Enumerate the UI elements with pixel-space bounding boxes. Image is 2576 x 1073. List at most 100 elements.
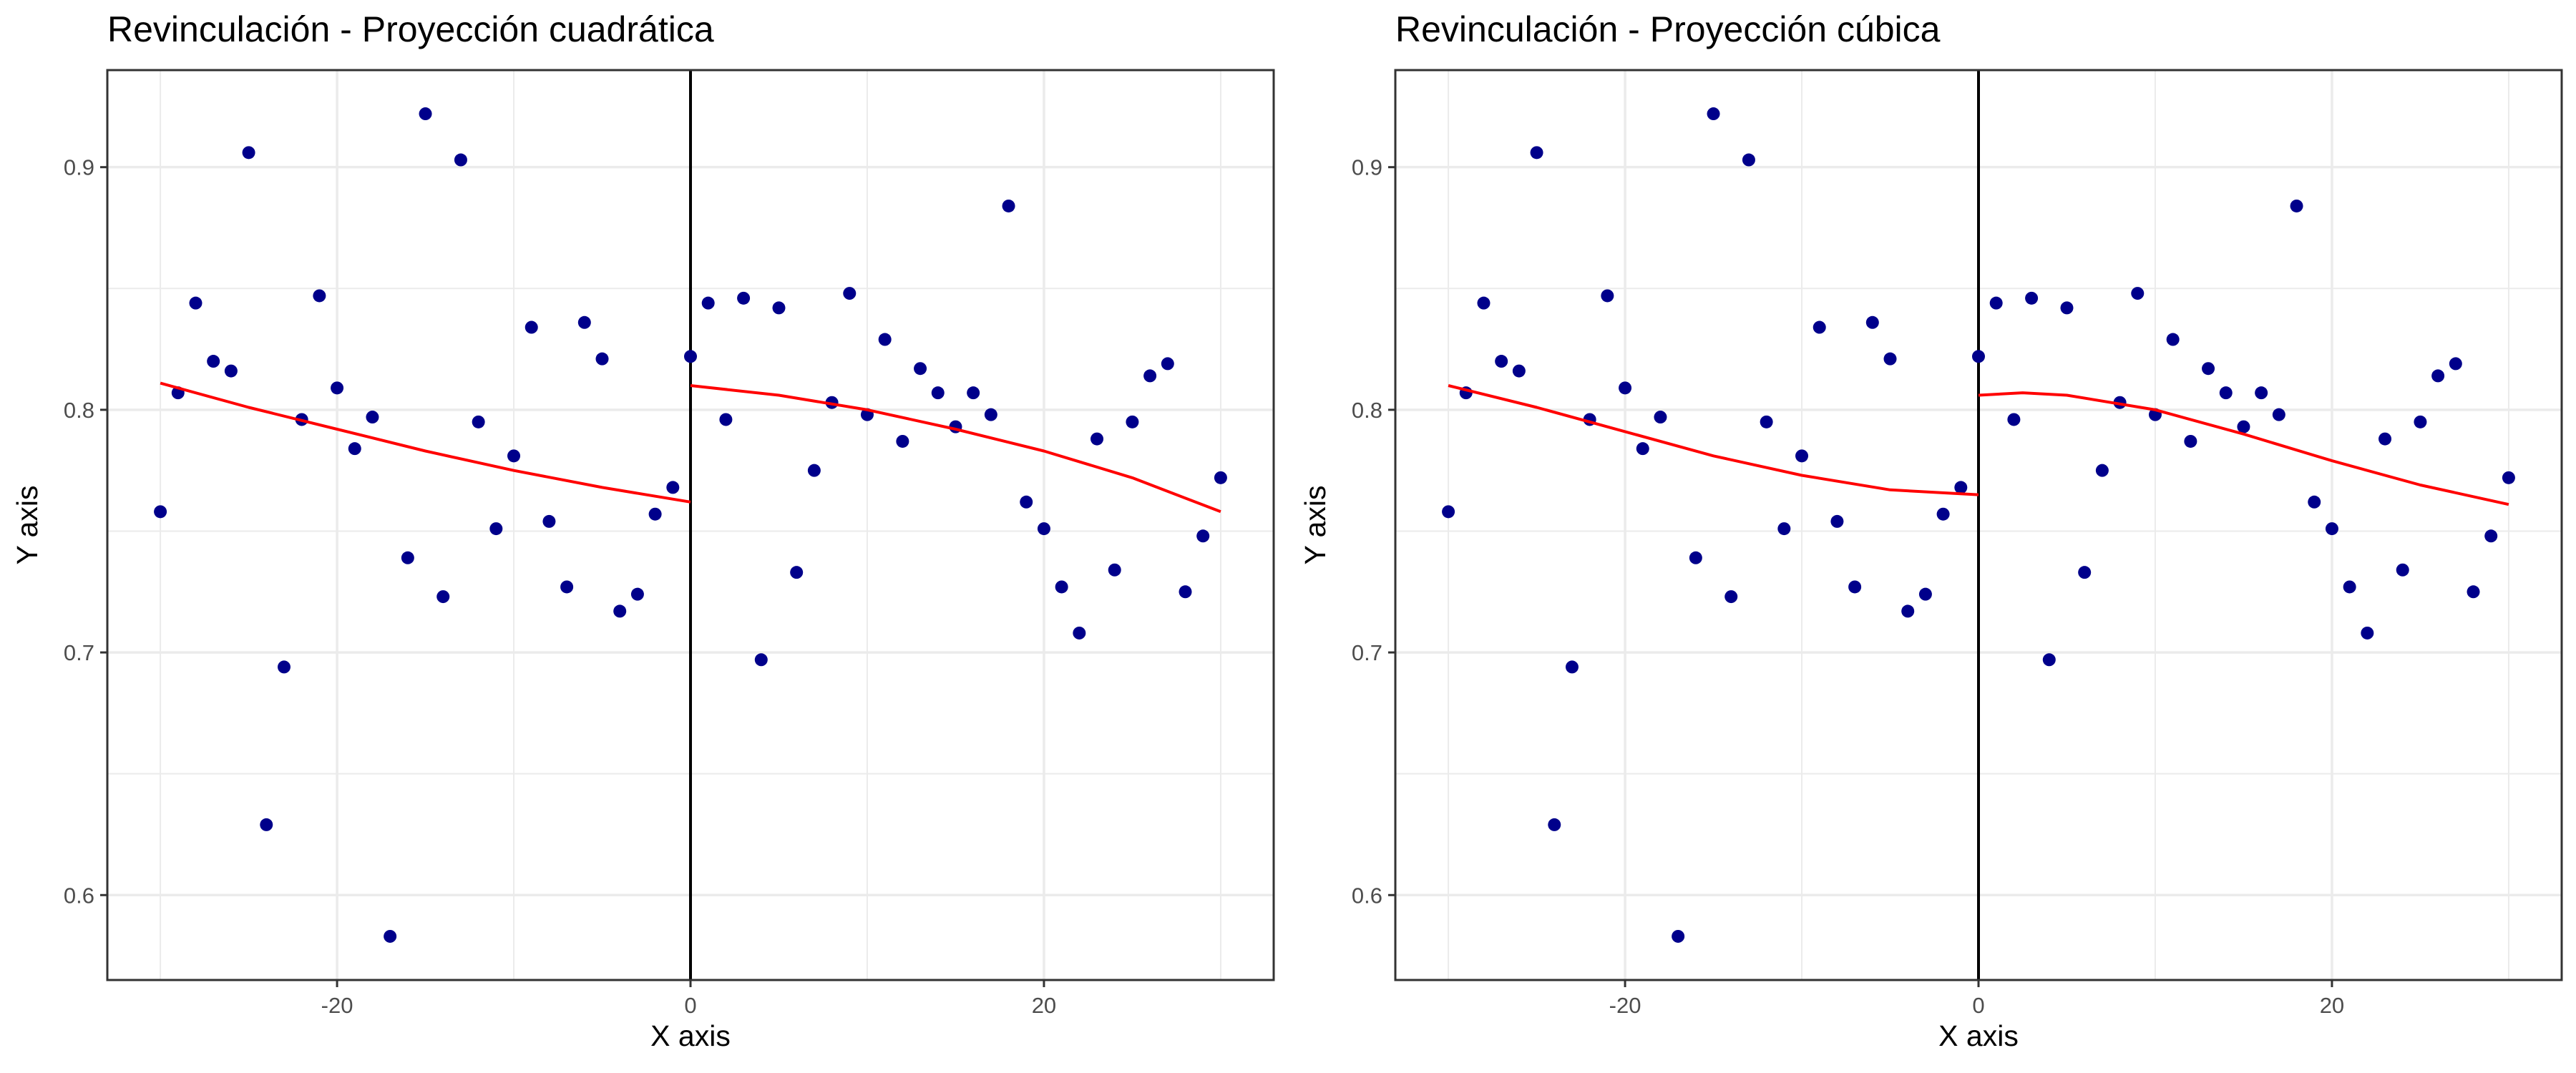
data-point	[967, 386, 980, 400]
data-point	[2272, 408, 2285, 421]
data-point	[489, 522, 503, 536]
data-point	[2078, 566, 2092, 579]
data-point	[1161, 357, 1174, 371]
y-tick-label: 0.8	[1352, 398, 1382, 423]
data-point	[719, 413, 733, 426]
data-point	[331, 381, 344, 395]
x-tick-label: 20	[1032, 993, 1056, 1018]
data-point	[525, 320, 538, 334]
data-point	[1179, 585, 1192, 599]
data-point	[542, 514, 556, 528]
data-point	[2255, 386, 2268, 400]
data-point	[1548, 818, 1561, 831]
data-point	[154, 505, 167, 519]
data-point	[1777, 522, 1791, 536]
data-point	[207, 355, 220, 368]
data-point	[1795, 449, 1809, 463]
data-point	[1495, 355, 1508, 368]
chart-title: Revinculación - Proyección cuadrática	[107, 9, 714, 49]
data-point	[1037, 522, 1050, 536]
data-point	[2025, 291, 2039, 305]
data-point	[2184, 434, 2197, 448]
data-point	[507, 449, 521, 463]
data-point	[348, 442, 361, 456]
y-tick-label: 0.8	[64, 398, 94, 423]
data-point	[2095, 464, 2109, 477]
y-tick-label: 0.6	[1352, 883, 1382, 908]
data-point	[1565, 660, 1579, 674]
y-tick-label: 0.9	[64, 155, 94, 180]
data-point	[2361, 626, 2374, 640]
data-point	[366, 411, 379, 424]
data-point	[2308, 495, 2321, 509]
data-point	[224, 364, 238, 378]
data-point	[896, 434, 909, 448]
data-point	[454, 153, 467, 167]
data-point	[613, 604, 627, 618]
x-tick-label: -20	[1609, 993, 1641, 1018]
data-point	[1689, 551, 1702, 564]
data-point	[2290, 199, 2303, 212]
data-point	[630, 587, 644, 601]
data-point	[2042, 653, 2056, 667]
data-point	[2449, 357, 2462, 371]
data-point	[2166, 333, 2180, 346]
y-axis-label: Y axis	[1299, 486, 1332, 565]
data-point	[1055, 580, 1068, 594]
data-point	[684, 350, 697, 363]
data-point	[1020, 495, 1033, 509]
data-point	[472, 415, 485, 428]
x-axis-label: X axis	[650, 1019, 731, 1052]
data-point	[1936, 507, 1950, 521]
data-point	[1619, 381, 1632, 395]
fit-curve-left	[1448, 384, 1979, 496]
data-point	[790, 566, 804, 579]
chart-title: Revinculación - Proyección cúbica	[1395, 9, 1941, 49]
data-point	[595, 352, 609, 366]
data-point	[1601, 289, 1614, 303]
data-point	[1442, 505, 1455, 519]
data-point	[807, 464, 821, 477]
data-point	[1865, 315, 1879, 329]
plot-border	[106, 69, 1275, 981]
data-point	[2131, 287, 2145, 300]
data-point	[401, 551, 414, 564]
data-point	[931, 386, 945, 400]
data-point	[2414, 415, 2427, 428]
data-point	[843, 287, 857, 300]
data-point	[1002, 199, 1015, 212]
data-point	[1830, 514, 1844, 528]
data-point	[1654, 411, 1667, 424]
y-tick-label: 0.7	[1352, 640, 1382, 665]
data-point	[560, 580, 574, 594]
data-point	[2219, 386, 2233, 400]
x-tick-label: 20	[2320, 993, 2344, 1018]
fit-curve-right	[1978, 391, 2509, 506]
data-point	[419, 107, 432, 121]
plot-border	[1394, 69, 2563, 981]
y-tick-label: 0.9	[1352, 155, 1382, 180]
data-point	[1091, 432, 1104, 446]
data-point	[1126, 415, 1139, 428]
data-point	[737, 291, 751, 305]
y-tick-label: 0.7	[64, 640, 94, 665]
data-point	[260, 818, 273, 831]
data-point	[1214, 471, 1227, 484]
data-point	[242, 146, 255, 160]
data-point	[1512, 364, 1526, 378]
chart-panel-quadratic: Revinculación - Proyección cuadrática -2…	[11, 9, 1275, 1052]
data-point	[1477, 296, 1491, 310]
data-point	[1954, 481, 1968, 494]
data-point	[2467, 585, 2480, 599]
data-point	[384, 929, 397, 943]
x-tick-label: 0	[1972, 993, 1984, 1018]
scatter-chart-quadratic: Revinculación - Proyección cuadrática -2…	[11, 9, 1275, 1052]
data-point	[1972, 350, 1985, 363]
data-point	[2237, 420, 2250, 433]
data-point	[984, 408, 997, 421]
x-tick-label: 0	[684, 993, 696, 1018]
chart-panel-cubic: Revinculación - Proyección cúbica -20 0 20…	[1288, 0, 2576, 1073]
y-tick-label: 0.6	[64, 883, 94, 908]
data-point	[313, 289, 326, 303]
data-point	[914, 362, 927, 376]
